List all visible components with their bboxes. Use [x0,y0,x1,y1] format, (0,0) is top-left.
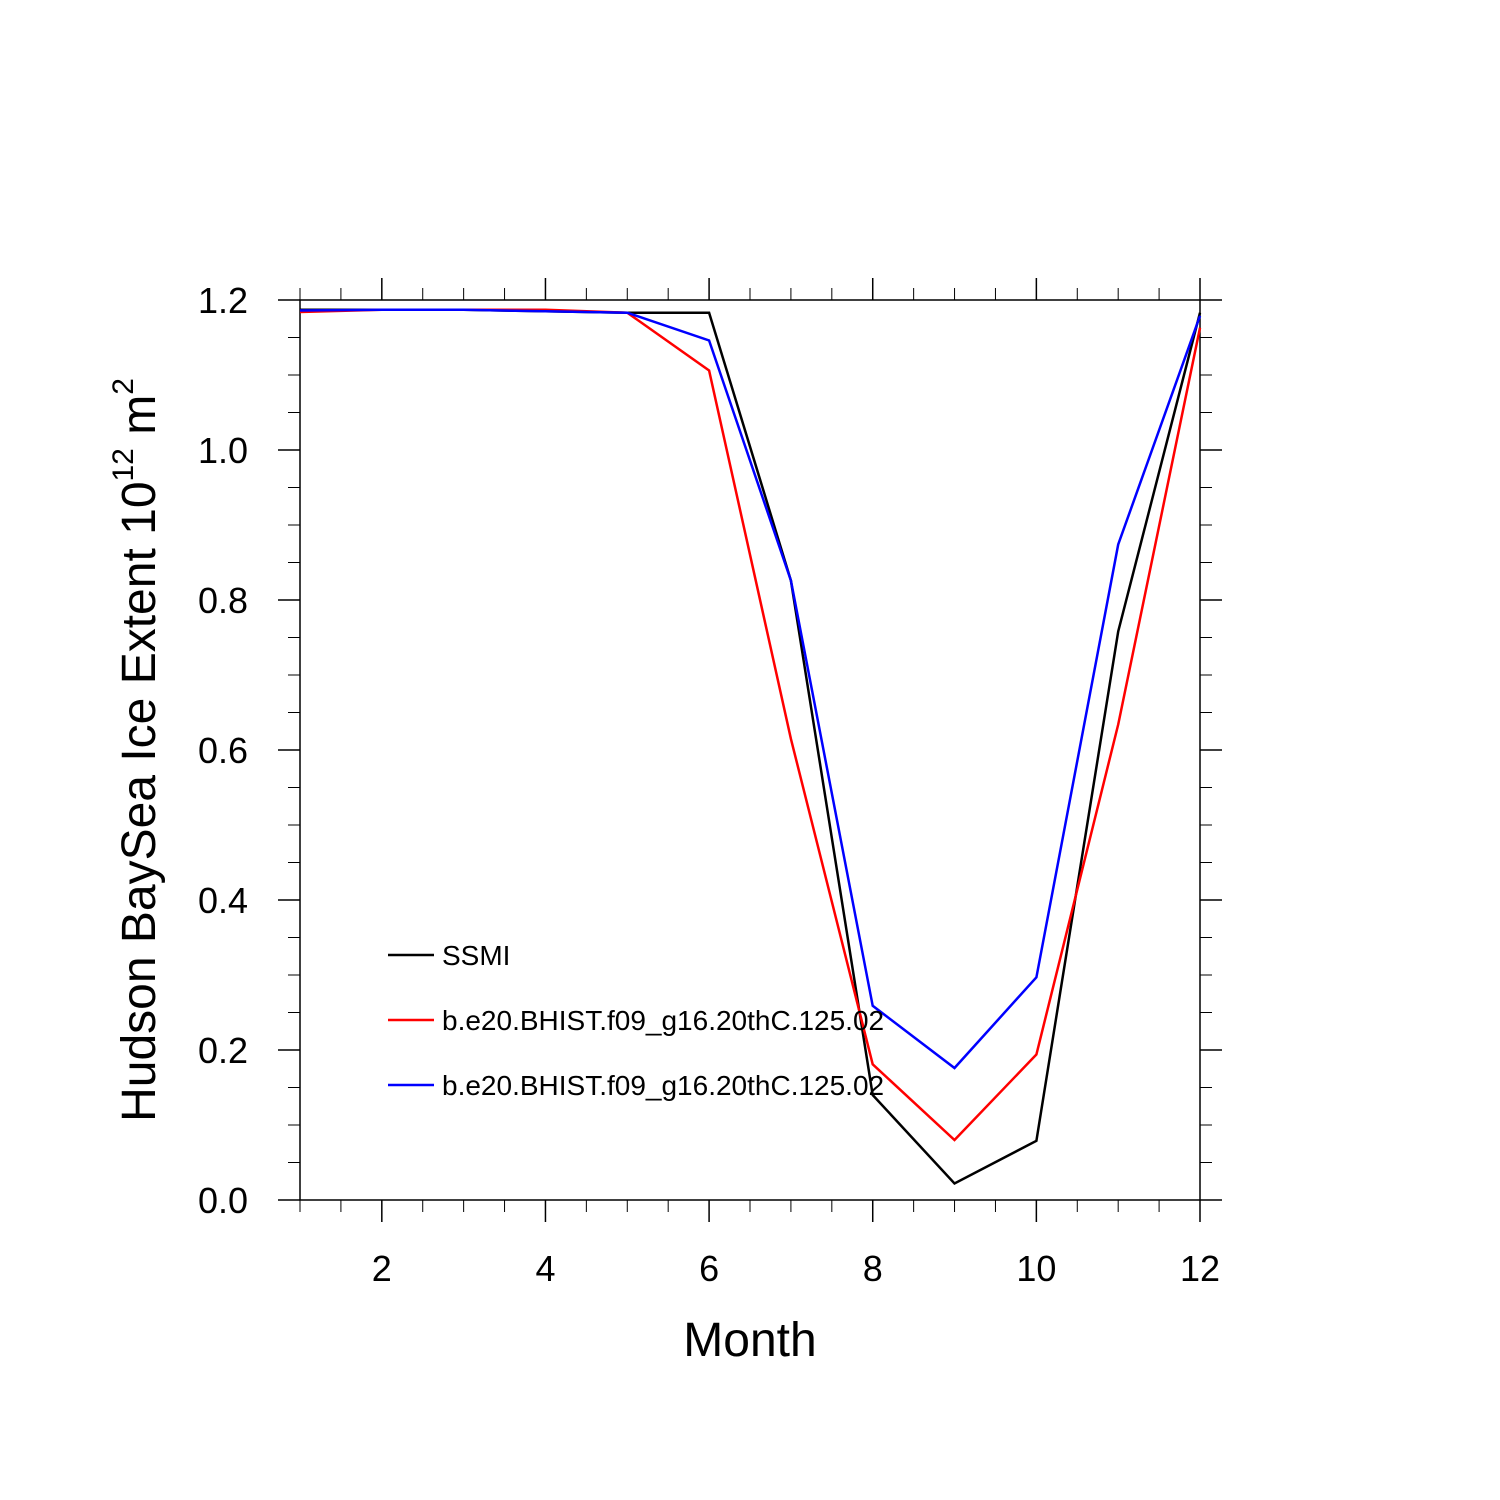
y-tick-label: 0.8 [198,580,248,621]
x-tick-label: 8 [863,1248,883,1289]
x-tick-label: 12 [1180,1248,1220,1289]
y-tick-label: 0.6 [198,730,248,771]
y-tick-label: 1.0 [198,430,248,471]
y-tick-label: 0.2 [198,1030,248,1071]
y-axis-title-unit-exponent: 2 [107,378,140,395]
series-line-1 [300,308,1202,1186]
series-line-3 [299,308,1202,1070]
y-tick-label: 1.2 [198,280,248,321]
x-tick-label: 4 [535,1248,555,1289]
y-tick-labels: 0.0 0.2 0.4 0.6 0.8 1.0 1.2 [198,280,248,1221]
x-tick-label: 2 [372,1248,392,1289]
y-tick-label: 0.4 [198,880,248,921]
legend-label-3: b.e20.BHIST.f09_g16.20thC.125.02 [442,1070,884,1101]
minor-ticks [288,288,1212,1212]
x-tick-labels: 2 4 6 8 10 12 [372,1248,1220,1289]
legend-label-1: SSMI [442,940,510,971]
y-axis-title-text: Hudson BaySea Ice Extent 10 [113,481,166,1121]
plot-frame [299,299,1201,1201]
y-tick-label: 0.0 [198,1180,248,1221]
x-axis-title: Month [683,1314,816,1367]
series-lines [299,308,1202,1186]
x-tick-label: 6 [699,1248,719,1289]
x-tick-label: 10 [1016,1248,1056,1289]
y-axis-title-exponent: 12 [107,448,140,481]
legend: SSMI b.e20.BHIST.f09_g16.20thC.125.02 b.e2… [388,940,884,1101]
y-axis-title: Hudson BaySea Ice Extent 1012 m2 [107,378,166,1122]
major-ticks [278,278,1222,1222]
y-axis-title-unit: m [113,395,166,448]
legend-label-2: b.e20.BHIST.f09_g16.20thC.125.02 [442,1005,884,1036]
